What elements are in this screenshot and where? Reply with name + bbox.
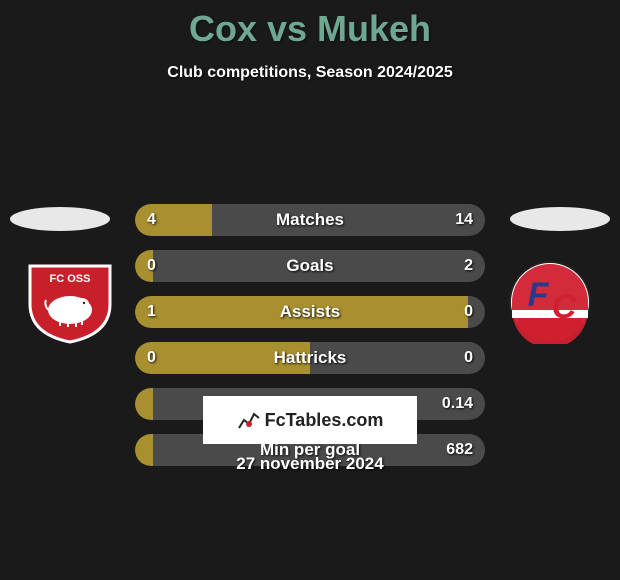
stat-row: 00Hattricks	[135, 342, 485, 374]
page-title: Cox vs Mukeh	[0, 0, 620, 50]
stat-row: 414Matches	[135, 204, 485, 236]
bar-right	[212, 204, 485, 236]
bar-left	[135, 388, 153, 420]
svg-text:F: F	[528, 276, 550, 314]
date-label: 27 november 2024	[0, 454, 620, 474]
bar-left	[135, 342, 310, 374]
watermark: FcTables.com	[203, 396, 417, 444]
club-badge-left: FC OSS	[20, 260, 120, 344]
stat-row: 10Assists	[135, 296, 485, 328]
player-left-ellipse	[10, 207, 110, 231]
watermark-text: FcTables.com	[265, 410, 384, 431]
player-right-ellipse	[510, 207, 610, 231]
club-badge-right: F C	[500, 260, 600, 344]
bar-left	[135, 204, 212, 236]
page-subtitle: Club competitions, Season 2024/2025	[0, 64, 620, 82]
bar-right	[153, 250, 486, 282]
svg-text:FC OSS: FC OSS	[50, 273, 91, 285]
chart-icon	[237, 408, 261, 432]
stat-row: 02Goals	[135, 250, 485, 282]
bar-right	[310, 342, 485, 374]
bar-right	[468, 296, 486, 328]
bar-left	[135, 296, 468, 328]
bar-left	[135, 250, 153, 282]
svg-text:C: C	[552, 288, 577, 326]
